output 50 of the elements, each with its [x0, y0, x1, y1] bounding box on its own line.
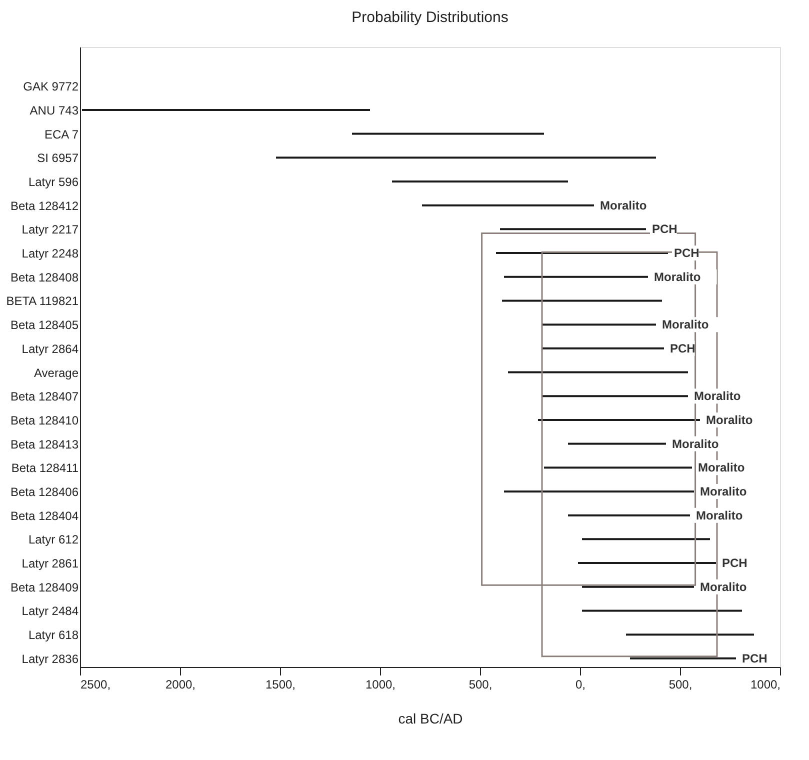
y-tick-label: Latyr 2484	[22, 604, 79, 618]
x-tick-label: 500,	[668, 678, 692, 692]
y-tick-label: Beta 128410	[10, 413, 79, 428]
y-tick-label: ANU 743	[30, 103, 79, 118]
data-label: Moralito	[706, 412, 753, 427]
y-tick-label: Beta 128412	[10, 198, 79, 213]
y-tick-label: Latyr 596	[28, 174, 79, 189]
x-tick-label: 500,	[468, 678, 492, 692]
y-tick-label: Latyr 2248	[22, 246, 79, 261]
y-tick-label: Latyr 612	[28, 532, 79, 547]
data-label: PCH	[722, 556, 748, 570]
data-label: Moralito	[654, 270, 701, 284]
data-label: Moralito	[662, 318, 709, 332]
x-tick-label: 1000,	[365, 678, 396, 692]
y-tick-label: Beta 128404	[10, 508, 79, 523]
y-tick-label: Latyr 2836	[22, 652, 79, 666]
data-label: Moralito	[700, 484, 747, 498]
y-tick-label: Latyr 618	[28, 628, 79, 642]
x-tick-label: 1500,	[265, 678, 296, 692]
data-label: Moralito	[696, 508, 743, 522]
y-tick-label: Latyr 2861	[22, 556, 79, 571]
y-tick-label: Beta 128408	[10, 270, 79, 284]
y-tick-label: Beta 128411	[11, 461, 79, 476]
y-tick-label: Beta 128405	[10, 318, 79, 332]
data-label: Moralito	[672, 436, 719, 451]
y-tick-label: Average	[34, 366, 79, 380]
x-tick-label: 2500,	[80, 678, 111, 692]
data-label: PCH	[670, 341, 696, 356]
y-tick-label: Latyr 2864	[22, 342, 79, 356]
y-tick-label: BETA 119821	[6, 294, 79, 308]
data-label: Moralito	[700, 580, 747, 594]
data-label: PCH	[742, 651, 768, 666]
x-tick-label: 0,	[575, 678, 586, 692]
y-tick-label: SI 6957	[37, 151, 79, 166]
y-tick-label: Beta 128406	[10, 484, 79, 499]
y-tick-label: Beta 128407	[10, 390, 79, 404]
y-tick-label: ECA 7	[44, 127, 79, 142]
data-label: Moralito	[600, 198, 647, 212]
data-label: PCH	[652, 222, 678, 236]
data-label: PCH	[674, 246, 700, 260]
data-label: Moralito	[698, 460, 745, 475]
y-tick-label: Latyr 2217	[22, 222, 79, 237]
data-label: Moralito	[694, 389, 741, 404]
x-tick-label: 1000,	[750, 678, 780, 692]
y-tick-label: Beta 128413	[10, 437, 79, 452]
y-tick-label: Beta 128409	[10, 580, 79, 594]
x-tick-label: 2000,	[165, 678, 196, 692]
y-tick-label: GAK 9772	[23, 80, 79, 94]
chart-title: Probability Distributions	[352, 9, 508, 26]
x-axis-title: cal BC/AD	[398, 710, 463, 726]
